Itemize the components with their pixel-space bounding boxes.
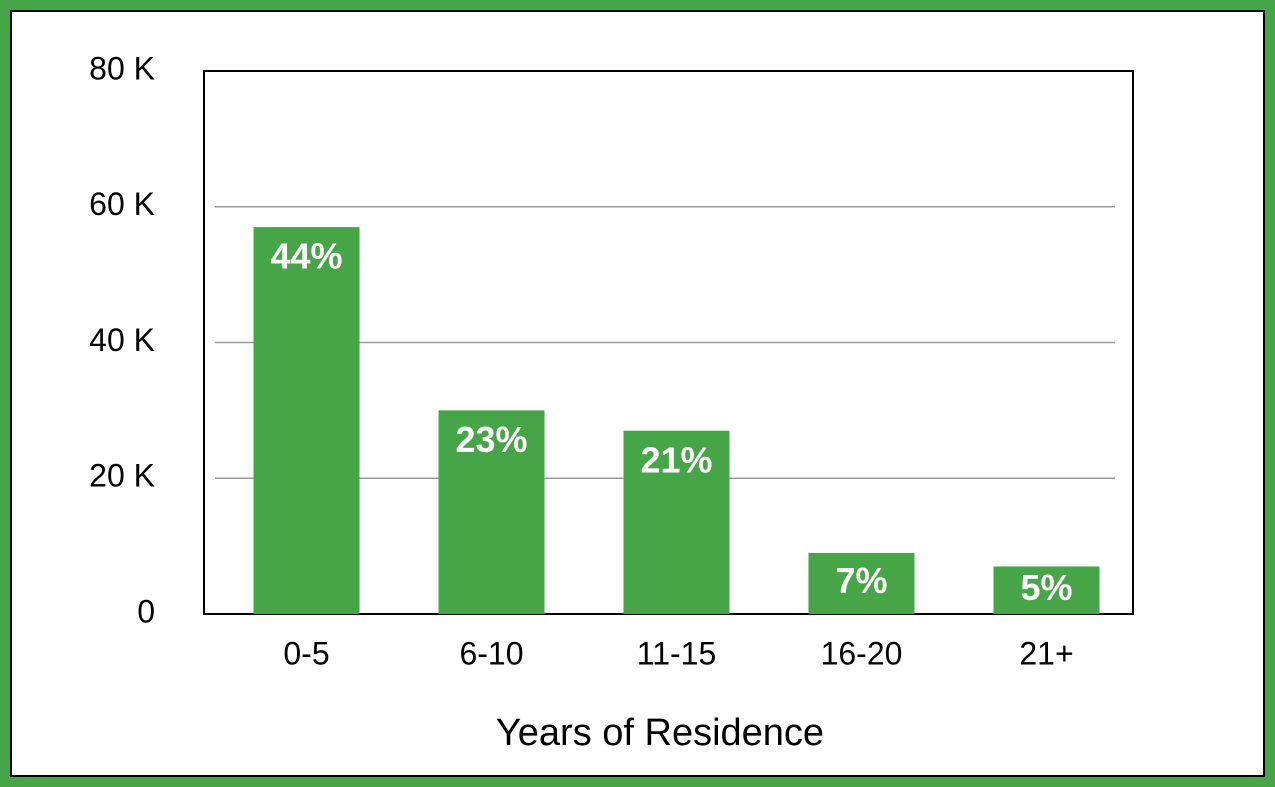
bar-percent-label: 44% xyxy=(270,236,342,277)
inner-frame xyxy=(10,10,1265,777)
bar xyxy=(808,552,915,614)
bar xyxy=(438,410,545,614)
bar xyxy=(623,430,730,614)
x-tick-label: 6-10 xyxy=(459,635,523,671)
y-tick-label: 80 K xyxy=(89,50,155,86)
x-tick-label: 21+ xyxy=(1019,635,1073,671)
y-tick-label: 60 K xyxy=(89,186,155,222)
y-tick-label: 0 xyxy=(137,593,155,629)
y-tick-label: 20 K xyxy=(89,458,155,494)
bar-percent-label: 5% xyxy=(1020,567,1072,608)
x-axis-label: Years of Residence xyxy=(496,712,824,754)
x-tick-label: 16-20 xyxy=(821,635,903,671)
bar xyxy=(253,227,360,615)
bar-percent-label: 21% xyxy=(640,439,712,480)
x-tick-label: 11-15 xyxy=(637,635,716,671)
y-tick-label: 40 K xyxy=(89,322,155,358)
bar xyxy=(993,566,1100,614)
x-tick-label: 0-5 xyxy=(283,635,329,671)
bar-percent-label: 7% xyxy=(835,560,887,601)
bar-percent-label: 23% xyxy=(455,419,527,460)
